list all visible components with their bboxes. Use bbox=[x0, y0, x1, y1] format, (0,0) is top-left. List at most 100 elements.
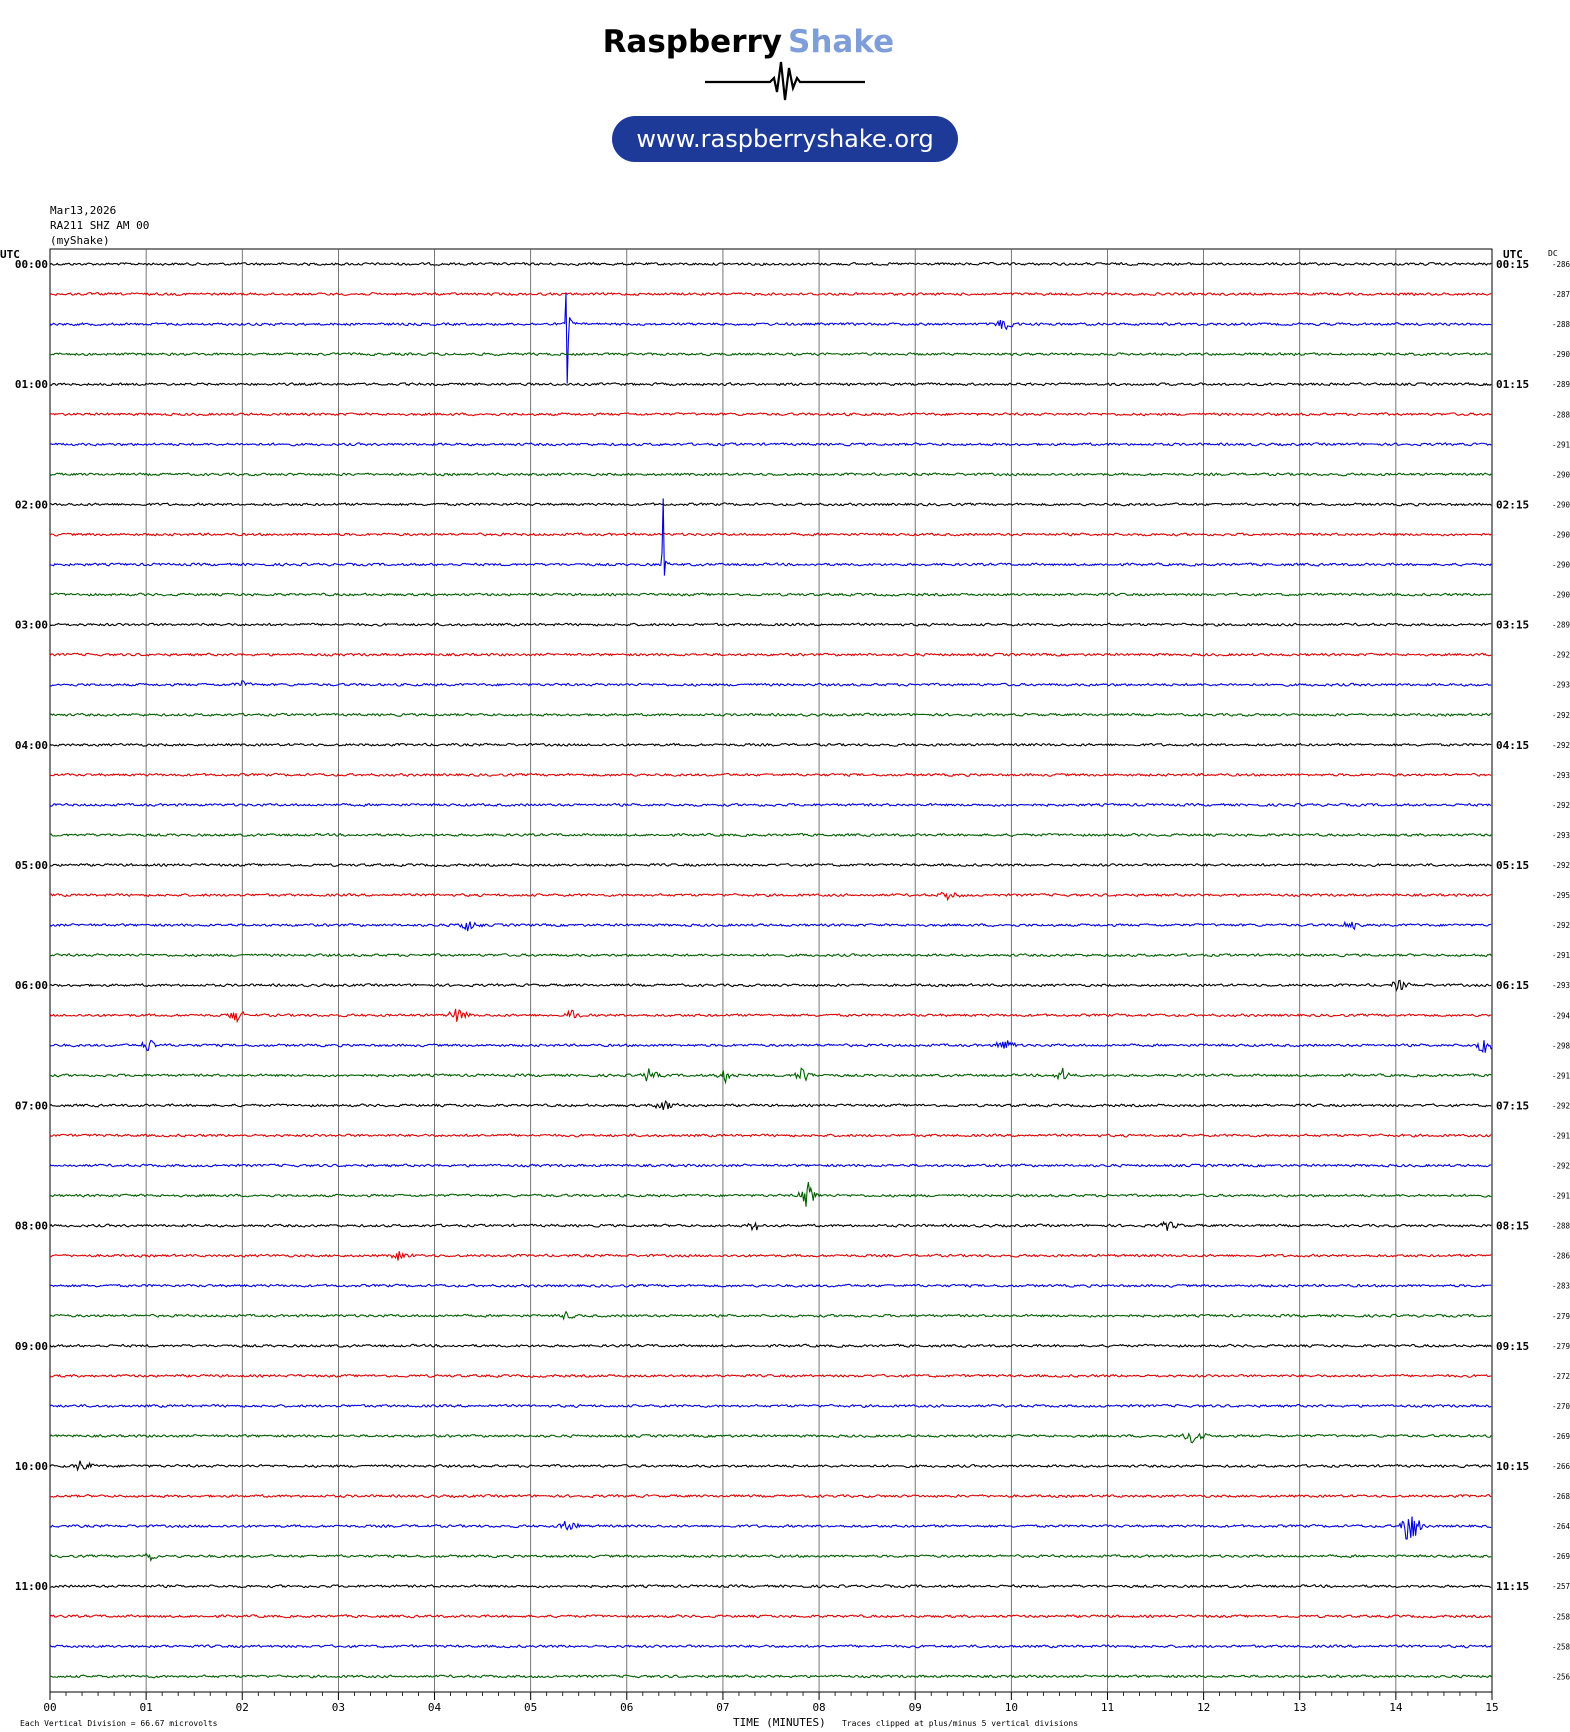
trace-row bbox=[49, 412, 1492, 417]
trace-row bbox=[49, 472, 1492, 477]
dc-offset-label: -290 bbox=[1552, 561, 1570, 570]
dc-offset-label: -291 bbox=[1552, 951, 1570, 960]
axis-labels: Mar13,2026 RA211 SHZ AM 00 (myShake) UTC… bbox=[0, 204, 1570, 1729]
seismic-traces bbox=[49, 261, 1492, 1679]
left-hour-label: 03:00 bbox=[15, 619, 48, 632]
trace-row bbox=[49, 1182, 1492, 1207]
dc-offset-label: -298 bbox=[1552, 1041, 1570, 1050]
dc-offset-label: -292 bbox=[1552, 1101, 1570, 1110]
dc-offset-label: -289 bbox=[1552, 621, 1570, 630]
website-pill[interactable] bbox=[612, 116, 958, 162]
x-axis-title: TIME (MINUTES) bbox=[733, 1716, 826, 1729]
dc-offset-label: -292 bbox=[1552, 711, 1570, 720]
plot-frame bbox=[49, 248, 1493, 1693]
dc-offset-label: -292 bbox=[1552, 651, 1570, 660]
x-tick-label: 10 bbox=[1005, 1701, 1018, 1714]
dc-offset-label: -286 bbox=[1552, 1252, 1570, 1261]
dc-offset-label: -256 bbox=[1552, 1672, 1570, 1681]
dc-offset-label: -283 bbox=[1552, 1282, 1570, 1291]
trace-row bbox=[49, 772, 1492, 777]
trace-row bbox=[49, 1584, 1492, 1589]
dc-offset-label: -289 bbox=[1552, 380, 1570, 389]
dc-offset-label: -294 bbox=[1552, 1011, 1570, 1020]
trace-row bbox=[49, 1674, 1492, 1679]
x-tick-label: 14 bbox=[1389, 1701, 1403, 1714]
station-channel: RA211 SHZ AM 00 bbox=[50, 219, 149, 232]
scale-note: Each Vertical Division = 66.67 microvolt… bbox=[20, 1719, 218, 1728]
station-source: (myShake) bbox=[50, 234, 110, 247]
trace-row bbox=[49, 291, 1492, 297]
dc-offset-label: -293 bbox=[1552, 831, 1570, 840]
dc-offset-label: -269 bbox=[1552, 1432, 1570, 1441]
trace-row bbox=[49, 498, 1492, 576]
trace-row bbox=[49, 1039, 1492, 1054]
right-hour-label: 04:15 bbox=[1496, 739, 1529, 752]
dc-offset-label: -290 bbox=[1552, 500, 1570, 509]
right-hour-label: 08:15 bbox=[1496, 1220, 1529, 1233]
utc-right-label: UTC bbox=[1503, 248, 1523, 261]
trace-row bbox=[49, 1516, 1492, 1540]
raspberry-shake-header: Raspberry Shake www.raspberryshake.org bbox=[603, 24, 958, 162]
trace-row bbox=[49, 442, 1492, 447]
dc-offset-label: -290 bbox=[1552, 350, 1570, 359]
trace-row bbox=[49, 502, 1492, 507]
trace-row bbox=[49, 1373, 1492, 1378]
dc-offset-label: -286 bbox=[1552, 260, 1570, 269]
dc-offset-label: -279 bbox=[1552, 1312, 1570, 1321]
trace-row bbox=[49, 1403, 1492, 1408]
trace-row bbox=[49, 352, 1492, 357]
utc-left-label: UTC bbox=[0, 248, 20, 261]
website-url[interactable]: www.raspberryshake.org bbox=[636, 125, 933, 153]
trace-row bbox=[49, 382, 1492, 387]
trace-row bbox=[49, 742, 1492, 747]
trace-row bbox=[49, 832, 1492, 838]
right-hour-label: 07:15 bbox=[1496, 1099, 1529, 1112]
dc-offset-label: -268 bbox=[1552, 1492, 1570, 1501]
right-hour-label: 11:15 bbox=[1496, 1580, 1529, 1593]
trace-row bbox=[49, 622, 1492, 627]
x-tick-label: 02 bbox=[236, 1701, 249, 1714]
dc-offset-label: -288 bbox=[1552, 320, 1570, 329]
trace-row bbox=[49, 652, 1492, 657]
left-hour-label: 01:00 bbox=[15, 378, 48, 391]
right-hour-label: 00:15 bbox=[1496, 258, 1529, 271]
x-tick-label: 15 bbox=[1485, 1701, 1498, 1714]
trace-row bbox=[49, 293, 1492, 384]
left-hour-label: 08:00 bbox=[15, 1220, 48, 1233]
x-tick-label: 01 bbox=[140, 1701, 153, 1714]
trace-row bbox=[49, 680, 1492, 687]
left-hour-label: 11:00 bbox=[15, 1580, 48, 1593]
dc-offset-label: -258 bbox=[1552, 1642, 1570, 1651]
dc-offset-label: -288 bbox=[1552, 1222, 1570, 1231]
dc-offset-label: -292 bbox=[1552, 801, 1570, 810]
right-hour-label: 09:15 bbox=[1496, 1340, 1529, 1353]
dc-offset-label: -291 bbox=[1552, 1192, 1570, 1201]
x-tick-label: 11 bbox=[1101, 1701, 1114, 1714]
trace-row bbox=[49, 1552, 1492, 1563]
dc-offset-label: -293 bbox=[1552, 681, 1570, 690]
dc-offset-label: -272 bbox=[1552, 1372, 1570, 1381]
right-hour-label: 06:15 bbox=[1496, 979, 1529, 992]
dc-offset-label: -293 bbox=[1552, 981, 1570, 990]
trace-row bbox=[49, 532, 1492, 537]
left-hour-label: 09:00 bbox=[15, 1340, 48, 1353]
trace-row bbox=[49, 979, 1492, 992]
clip-note: Traces clipped at plus/minus 5 vertical … bbox=[842, 1719, 1078, 1728]
trace-row bbox=[49, 1493, 1492, 1499]
x-tick-label: 05 bbox=[524, 1701, 537, 1714]
left-hour-label: 06:00 bbox=[15, 979, 48, 992]
dc-offset-label: -270 bbox=[1552, 1402, 1570, 1411]
left-hour-label: 05:00 bbox=[15, 859, 48, 872]
right-hour-label: 02:15 bbox=[1496, 498, 1529, 511]
trace-row bbox=[49, 261, 1492, 267]
dc-offset-label: -291 bbox=[1552, 440, 1570, 449]
dc-offset-label: -279 bbox=[1552, 1342, 1570, 1351]
left-hour-label: 10:00 bbox=[15, 1460, 48, 1473]
left-hour-label: 07:00 bbox=[15, 1099, 48, 1112]
dc-offset-label: -295 bbox=[1552, 891, 1570, 900]
right-hour-label: 01:15 bbox=[1496, 378, 1529, 391]
trace-row bbox=[50, 1067, 1492, 1085]
left-hour-label: 04:00 bbox=[15, 739, 48, 752]
right-hour-label: 05:15 bbox=[1496, 859, 1529, 872]
